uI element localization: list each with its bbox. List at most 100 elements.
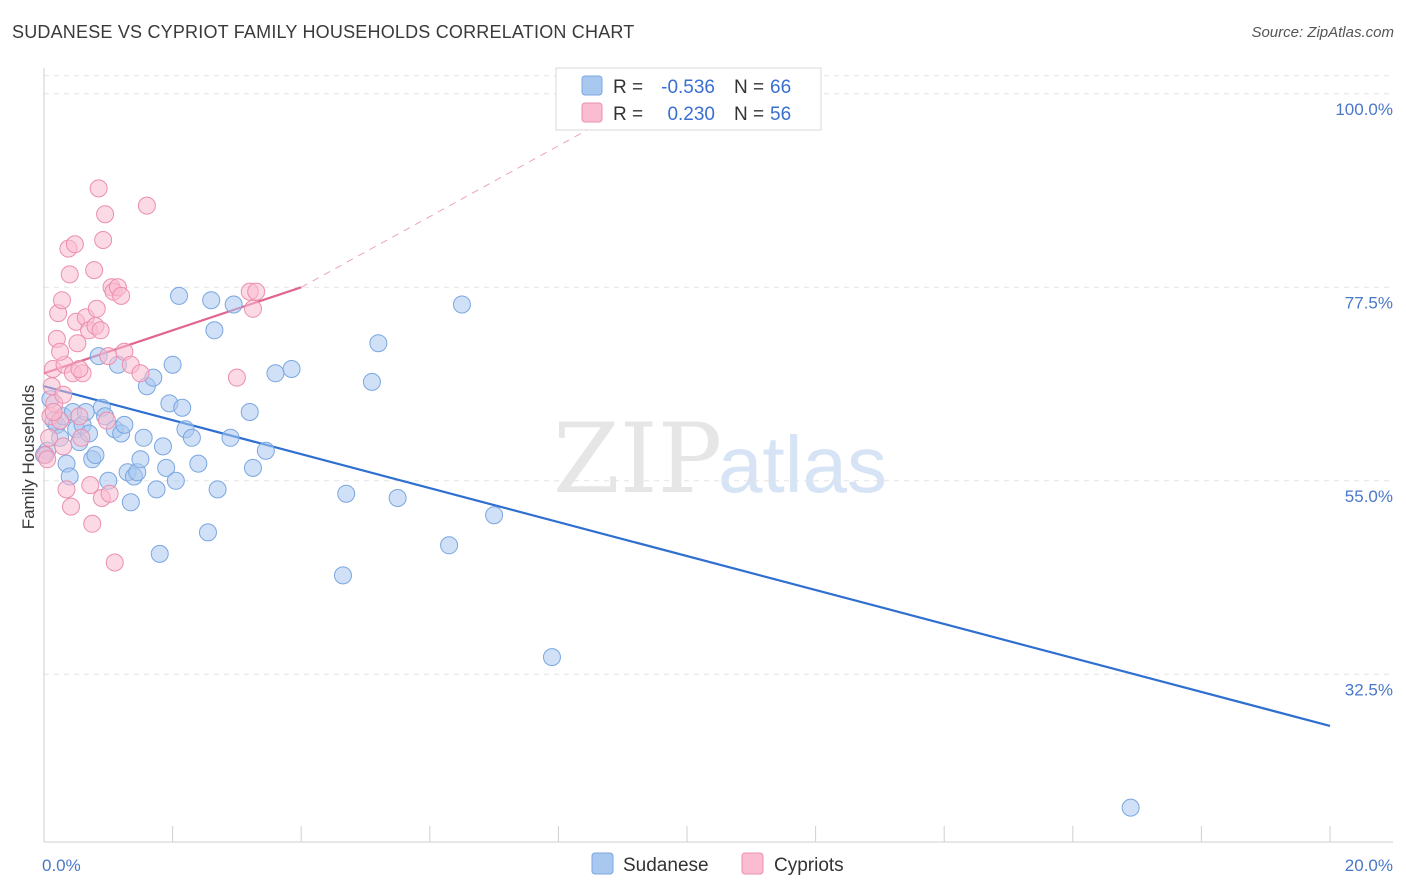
point-sudanese-29: [134, 428, 153, 447]
point-cypriots-51: [247, 282, 266, 301]
legend-swatch-cypriots: [581, 102, 603, 123]
point-sudanese-61: [452, 295, 471, 314]
x-tick-labels: 0.0% 20.0%: [42, 856, 1393, 875]
point-sudanese-52: [256, 441, 275, 460]
point-sudanese-47: [208, 480, 227, 499]
grid-lines: [44, 75, 1393, 675]
point-sudanese-64: [1121, 798, 1140, 817]
legend-n-value-cypriots: 56: [770, 104, 791, 125]
point-cypriots-30: [87, 299, 106, 318]
point-sudanese-62: [485, 506, 504, 525]
point-cypriots-43: [112, 286, 131, 305]
bottom-legend-swatch-cypriots: [741, 852, 764, 875]
data-points: [35, 179, 1140, 817]
watermark-atlas: atlas: [718, 420, 887, 509]
y-tick-label-0: 32.5%: [1345, 680, 1393, 699]
point-cypriots-18: [65, 235, 84, 254]
x-tick-label-0: 0.0%: [42, 856, 81, 875]
legend-r-label-sudanese: R =: [613, 77, 643, 98]
point-cypriots-38: [100, 484, 119, 503]
point-sudanese-53: [266, 364, 285, 383]
chart-title: SUDANESE VS CYPRIOT FAMILY HOUSEHOLDS CO…: [12, 22, 635, 42]
legend-n-label-cypriots: N =: [734, 104, 764, 125]
point-sudanese-63: [542, 648, 561, 667]
point-cypriots-48: [227, 368, 246, 387]
point-cypriots-16: [62, 497, 81, 516]
point-sudanese-56: [337, 484, 356, 503]
legend-r-label-cypriots: R =: [613, 104, 643, 125]
point-sudanese-33: [150, 544, 169, 563]
bottom-legend-swatch-sudanese: [591, 852, 614, 875]
point-cypriots-46: [131, 364, 150, 383]
y-tick-label-1: 55.0%: [1345, 487, 1393, 506]
y-tick-label-3: 100.0%: [1335, 100, 1393, 119]
point-sudanese-38: [166, 471, 185, 490]
point-sudanese-57: [362, 372, 381, 391]
point-cypriots-1: [38, 450, 57, 469]
point-sudanese-46: [205, 321, 224, 340]
point-cypriots-2: [40, 428, 59, 447]
point-cypriots-35: [96, 205, 115, 224]
y-tick-labels: 32.5% 55.0% 77.5% 100.0%: [1335, 100, 1393, 699]
point-sudanese-34: [153, 437, 172, 456]
point-sudanese-37: [163, 355, 182, 374]
y-tick-label-2: 77.5%: [1345, 293, 1393, 312]
watermark-zip: ZIP: [553, 403, 722, 515]
point-cypriots-31: [89, 179, 108, 198]
point-cypriots-36: [98, 411, 117, 430]
point-cypriots-47: [137, 196, 156, 215]
point-cypriots-32: [91, 321, 110, 340]
point-cypriots-21: [70, 407, 89, 426]
point-cypriots-53: [54, 385, 73, 404]
point-cypriots-20: [68, 334, 87, 353]
legend-r-value-sudanese: -0.536: [661, 77, 715, 98]
legend-swatch-sudanese: [581, 75, 603, 96]
point-sudanese-15: [86, 446, 105, 464]
point-sudanese-51: [243, 458, 262, 477]
point-cypriots-52: [44, 403, 63, 421]
point-cypriots-37: [99, 347, 118, 366]
point-sudanese-48: [221, 428, 240, 447]
y-axis-label: Family Households: [19, 385, 38, 530]
point-cypriots-34: [94, 231, 113, 249]
point-sudanese-42: [182, 428, 201, 447]
correlation-legend: R = -0.536 N = 66 R = 0.230 N = 56: [555, 67, 822, 131]
point-cypriots-54: [70, 360, 89, 378]
point-sudanese-50: [240, 403, 259, 421]
bottom-legend-label-cypriots: Cypriots: [774, 855, 844, 876]
point-sudanese-43: [189, 454, 208, 473]
point-sudanese-45: [202, 291, 221, 310]
point-cypriots-13: [57, 480, 76, 499]
point-cypriots-15: [60, 265, 79, 284]
point-sudanese-54: [282, 360, 301, 378]
point-sudanese-32: [147, 480, 166, 499]
point-cypriots-50: [243, 299, 262, 318]
point-sudanese-60: [440, 536, 459, 555]
point-sudanese-40: [173, 398, 192, 417]
point-sudanese-44: [198, 523, 217, 542]
point-cypriots-22: [72, 428, 91, 447]
bottom-legend-label-sudanese: Sudanese: [623, 855, 709, 876]
point-sudanese-23: [115, 415, 134, 434]
point-sudanese-35: [157, 458, 176, 477]
legend-n-value-sudanese: 66: [770, 77, 791, 98]
series-legend: Sudanese Cypriots: [591, 852, 844, 876]
legend-n-label-sudanese: N =: [734, 77, 764, 98]
point-cypriots-41: [105, 553, 124, 572]
point-sudanese-58: [369, 334, 388, 353]
point-cypriots-26: [81, 476, 100, 495]
point-cypriots-10: [53, 291, 72, 310]
source-label: Source: ZipAtlas.com: [1251, 24, 1394, 41]
point-sudanese-49: [224, 295, 243, 314]
point-sudanese-28: [131, 450, 150, 469]
point-sudanese-59: [388, 489, 407, 507]
trend-lines: [43, 67, 1331, 727]
point-sudanese-39: [170, 286, 189, 305]
point-sudanese-25: [121, 493, 140, 512]
point-cypriots-28: [85, 261, 104, 280]
x-tick-label-1: 20.0%: [1345, 856, 1393, 875]
point-cypriots-11: [54, 437, 73, 456]
point-cypriots-27: [83, 514, 102, 533]
point-cypriots-55: [51, 342, 70, 361]
